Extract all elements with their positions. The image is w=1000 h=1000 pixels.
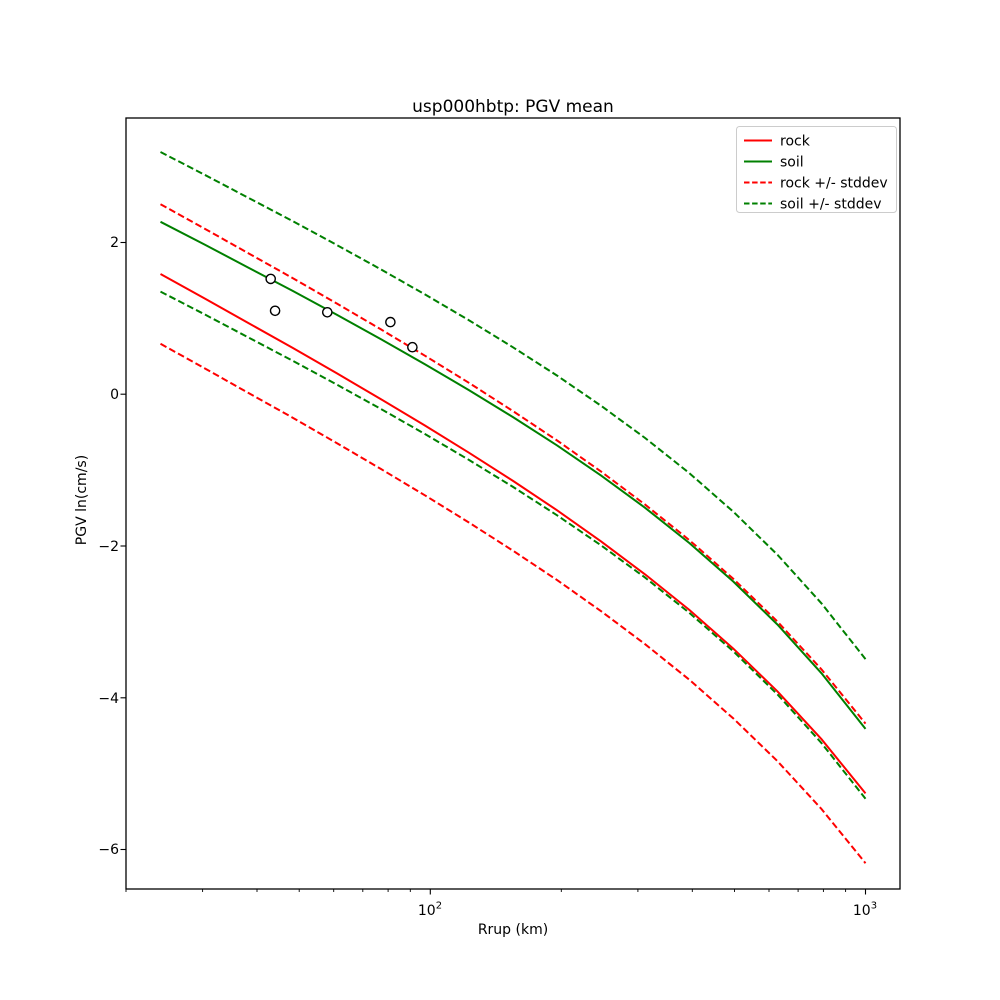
- curve-soil: [160, 220, 867, 730]
- legend-label-rock-stddev: rock +/- stddev: [780, 176, 888, 192]
- scatter-point: [265, 273, 277, 285]
- y-tick-label: −2: [98, 539, 119, 555]
- legend: rock soil rock +/- stddev soil +/- stdde…: [736, 126, 897, 213]
- axes-spines: [125, 117, 901, 890]
- legend-label-soil: soil: [780, 155, 804, 171]
- curve-rock: [160, 273, 867, 795]
- x-ticks-layer: [125, 889, 867, 895]
- scatter-point: [385, 316, 396, 328]
- y-tick-label: −6: [98, 842, 119, 858]
- curve-rock-minus-stddev: [160, 342, 867, 864]
- scatter-point: [269, 305, 281, 317]
- x-axis-label: Rrup (km): [478, 922, 548, 938]
- y-tick-label: −4: [98, 691, 119, 707]
- chart-title: usp000hbtp: PGV mean: [412, 97, 614, 117]
- legend-label-soil-stddev: soil +/- stddev: [780, 197, 882, 213]
- y-tick-label: 0: [110, 387, 119, 403]
- scatter-point: [321, 306, 333, 318]
- curves-layer: [160, 151, 867, 864]
- scatter-point: [407, 341, 418, 353]
- y-ticks-layer: [120, 241, 126, 851]
- legend-label-rock: rock: [780, 134, 811, 150]
- y-tick-label: 2: [110, 235, 119, 251]
- curve-rock-plus-stddev: [160, 203, 867, 725]
- x-tick-label: 102: [418, 901, 442, 920]
- curve-soil-minus-stddev: [160, 290, 867, 800]
- x-tick-label: 103: [853, 901, 877, 920]
- scatter-layer: [265, 273, 418, 353]
- curve-soil-plus-stddev: [160, 151, 867, 660]
- y-axis-label: PGV ln(cm/s): [74, 455, 90, 545]
- legend-box: [736, 126, 897, 213]
